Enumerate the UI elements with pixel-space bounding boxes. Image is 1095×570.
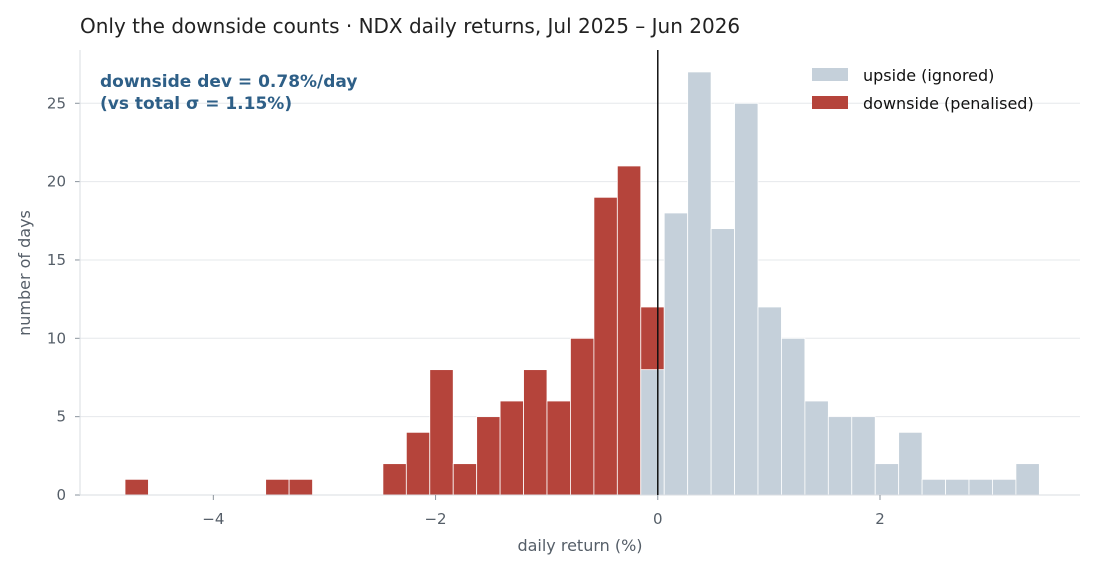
legend-label-upside: upside (ignored)	[863, 66, 994, 85]
upside-bar	[874, 463, 900, 496]
x-tick-label: −2	[424, 510, 446, 528]
legend-label-downside: downside (penalised)	[863, 94, 1034, 113]
downside-bar	[523, 369, 548, 496]
upside-bar	[804, 400, 829, 496]
downside-bar	[405, 431, 431, 496]
downside-bar	[265, 478, 290, 496]
downside-bar	[288, 478, 313, 496]
upside-bar	[827, 416, 853, 496]
annotation: downside dev = 0.78%/day (vs total σ = 1…	[100, 72, 357, 114]
legend: upside (ignored) downside (penalised)	[812, 66, 1034, 113]
downside-bar	[499, 400, 524, 496]
annotation-line-1: downside dev = 0.78%/day	[100, 72, 357, 92]
upside-bar	[781, 337, 806, 496]
x-tick-label: 0	[653, 510, 663, 528]
upside-bar	[640, 369, 665, 496]
grid-lines	[80, 102, 1080, 418]
upside-bar	[1015, 463, 1040, 496]
upside-bar	[687, 71, 712, 496]
upside-bar	[734, 102, 759, 496]
upside-bar	[710, 228, 735, 496]
upside-bar	[757, 306, 782, 496]
x-tick-label: 2	[875, 510, 885, 528]
y-axis-title: number of days	[15, 210, 34, 336]
y-tick-label: 15	[47, 251, 66, 269]
upside-bar	[898, 431, 923, 496]
chart-title: Only the downside counts · NDX daily ret…	[80, 14, 740, 38]
downside-bar	[546, 400, 571, 496]
upside-bar	[945, 478, 970, 496]
axes: 0 5 10 15 20 25 −4 −2 0 2	[47, 50, 1080, 528]
downside-bar	[476, 416, 501, 496]
downside-bar	[570, 337, 595, 496]
y-tick-label: 0	[56, 486, 66, 504]
x-tick-label: −4	[202, 510, 224, 528]
x-axis-title: daily return (%)	[517, 536, 642, 555]
y-tick-label: 25	[47, 94, 66, 112]
legend-swatch-upside	[812, 68, 848, 81]
downside-bar	[452, 463, 478, 496]
upside-bar	[992, 478, 1017, 496]
y-tick-label: 10	[47, 329, 66, 347]
y-tick-label: 5	[56, 408, 66, 426]
y-tick-label: 20	[47, 173, 66, 191]
downside-bar	[124, 478, 149, 496]
legend-swatch-downside	[812, 96, 848, 109]
annotation-line-2: (vs total σ = 1.15%)	[100, 94, 292, 114]
downside-bar	[429, 369, 454, 496]
upside-bar	[851, 416, 876, 496]
downside-bar	[616, 165, 642, 496]
downside-bar	[382, 463, 407, 496]
downside-bar	[593, 196, 618, 496]
upside-bar	[663, 212, 689, 496]
histogram-bars	[124, 71, 1040, 496]
upside-bar	[921, 478, 946, 496]
upside-bar	[968, 478, 993, 496]
